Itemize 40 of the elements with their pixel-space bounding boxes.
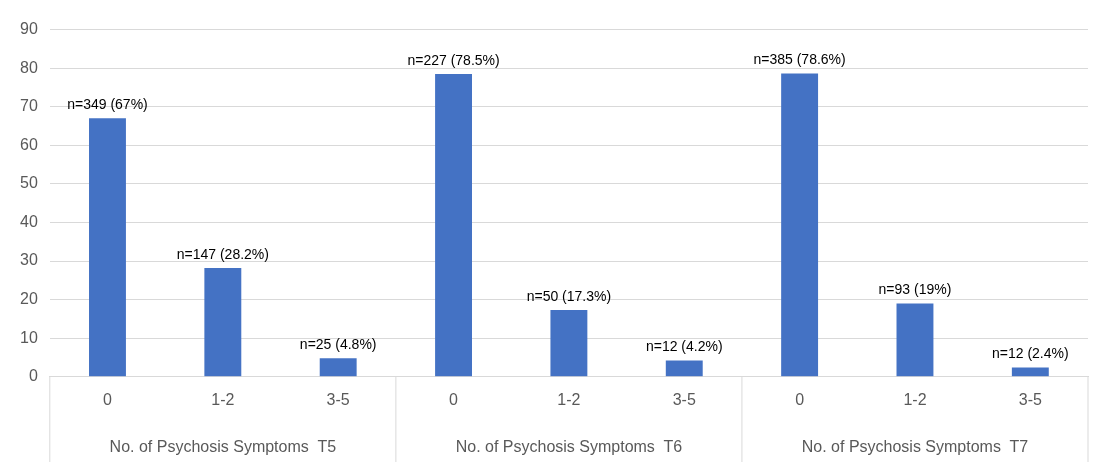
x-tick-label: 0 xyxy=(103,390,113,408)
x-tick-label: 3-5 xyxy=(1018,390,1042,408)
x-tick-label: 1-2 xyxy=(557,390,581,408)
y-tick-label: 90 xyxy=(20,20,38,38)
bar xyxy=(319,358,357,377)
text: No. of Psychosis Symptoms T5 xyxy=(109,438,337,456)
y-tick-label: 10 xyxy=(20,328,38,346)
data-label: n=93 (19%) xyxy=(878,281,952,298)
x-tick-label: 1-2 xyxy=(211,390,235,408)
bar xyxy=(204,268,242,377)
y-tick-label: 80 xyxy=(20,58,38,76)
text: No. of Psychosis Symptoms T6 xyxy=(455,438,683,456)
data-label: n=349 (67%) xyxy=(67,96,148,113)
data-label: n=50 (17.3%) xyxy=(526,287,612,304)
x-tick-label: 3-5 xyxy=(326,390,350,408)
bar xyxy=(1011,367,1049,377)
data-label: n=147 (28.2%) xyxy=(176,245,269,262)
y-tick-label: 20 xyxy=(20,290,38,308)
text: No. of Psychosis Symptoms T7 xyxy=(801,438,1029,456)
bar xyxy=(781,73,819,377)
data-label: n=385 (78.6%) xyxy=(753,51,846,68)
x-tick-label: 0 xyxy=(449,390,459,408)
bar xyxy=(435,73,472,377)
x-tick-label: 0 xyxy=(795,390,805,408)
bar xyxy=(550,310,588,377)
x-tick-label: 3-5 xyxy=(672,390,696,408)
y-tick-label: 50 xyxy=(20,174,38,192)
data-label: n=227 (78.5%) xyxy=(407,51,500,68)
y-tick-label: 60 xyxy=(20,135,38,153)
bar xyxy=(665,360,703,377)
data-label: n=12 (4.2%) xyxy=(645,338,723,355)
y-tick-label: 40 xyxy=(20,212,38,230)
x-tick-label: 1-2 xyxy=(903,390,927,408)
data-label: n=25 (4.8%) xyxy=(299,336,377,353)
data-label: n=12 (2.4%) xyxy=(991,345,1069,362)
y-tick-label: 70 xyxy=(20,97,38,115)
bar xyxy=(89,118,126,377)
y-tick-label: 0 xyxy=(28,367,38,385)
bar xyxy=(896,303,934,377)
y-tick-label: 30 xyxy=(20,251,38,269)
